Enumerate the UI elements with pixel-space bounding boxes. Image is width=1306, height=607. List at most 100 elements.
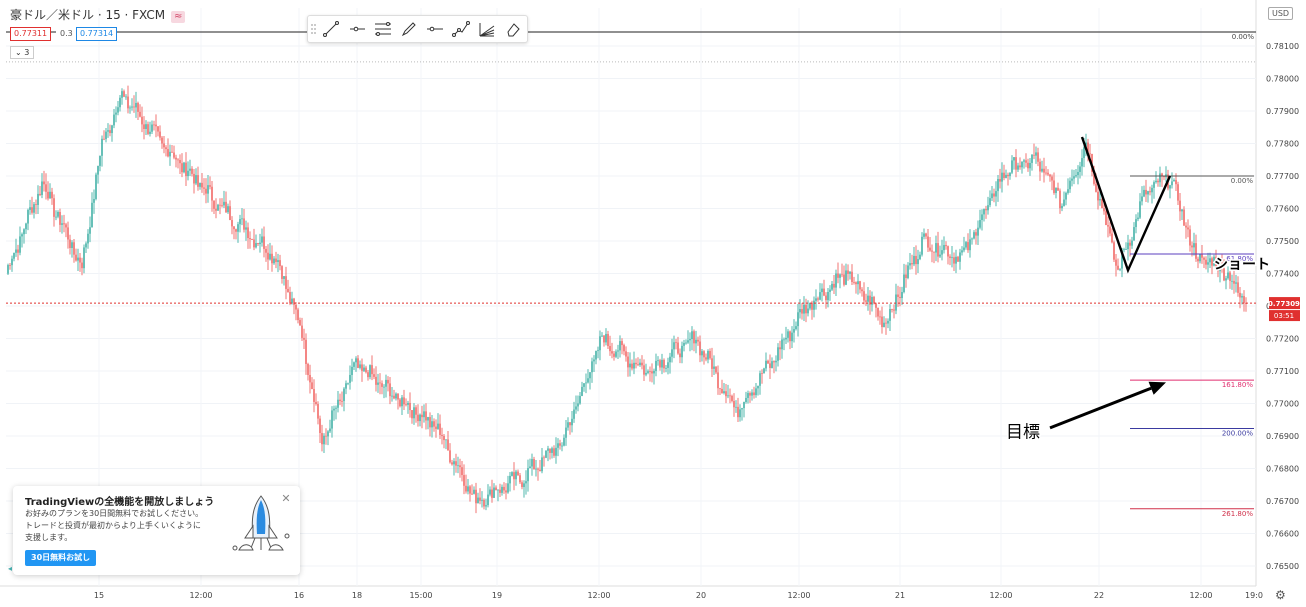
candle — [697, 336, 699, 346]
candle — [871, 291, 873, 312]
candle — [171, 144, 173, 153]
candle — [539, 459, 541, 472]
candle — [691, 326, 693, 351]
candle — [835, 269, 837, 296]
time-tick-label: 22 — [1094, 591, 1104, 600]
start-trial-button[interactable]: 30日無料お試し — [25, 550, 97, 566]
candle — [15, 238, 17, 257]
candle — [855, 281, 857, 294]
candle — [67, 221, 69, 249]
candle — [569, 422, 571, 435]
candle — [669, 352, 671, 374]
candle — [483, 498, 485, 510]
candle — [559, 439, 561, 450]
candle — [739, 404, 741, 422]
candle — [251, 238, 253, 240]
candle — [1245, 297, 1247, 312]
candle — [297, 307, 299, 324]
candle — [687, 330, 689, 344]
candle — [527, 459, 529, 492]
wave-icon[interactable]: ≈ — [171, 11, 186, 23]
candle — [1027, 158, 1029, 172]
candle — [973, 230, 975, 240]
indicator-collapse-button[interactable]: ⌄ 3 — [10, 46, 35, 59]
candle — [347, 382, 349, 386]
candle — [1061, 203, 1063, 212]
candle — [1025, 153, 1027, 168]
candle — [773, 360, 775, 374]
candle — [57, 210, 59, 219]
candle — [1185, 222, 1187, 239]
scroll-corner-icon[interactable]: ◂ — [8, 564, 13, 573]
candle — [903, 263, 905, 294]
candle — [1217, 257, 1219, 278]
candle — [439, 414, 441, 439]
bid-price[interactable]: 0.77311 — [10, 27, 52, 41]
candle — [259, 233, 261, 253]
zigzag-drawing[interactable] — [1080, 136, 1172, 274]
candle — [543, 455, 545, 467]
candle — [617, 344, 619, 360]
price-tick-label: 0.77400 — [1266, 270, 1299, 279]
candle — [85, 241, 87, 253]
candle — [1135, 214, 1137, 234]
horizontal-ray-icon[interactable] — [344, 16, 370, 42]
candle — [981, 209, 983, 231]
candle — [277, 253, 279, 273]
trend-line-icon[interactable] — [318, 16, 344, 42]
candle — [161, 135, 163, 149]
horizontal-line-icon[interactable] — [422, 16, 448, 42]
candle — [1103, 202, 1105, 215]
symbol-header[interactable]: 豪ドル／米ドル · 15 · FXCM ≈ — [10, 6, 186, 23]
candle — [1159, 166, 1161, 187]
candle — [649, 366, 651, 382]
candle — [551, 446, 553, 459]
candle — [185, 152, 187, 186]
candle — [111, 124, 113, 142]
candle — [1013, 157, 1015, 170]
close-icon[interactable]: ✕ — [281, 492, 291, 505]
candle — [1169, 184, 1171, 199]
candle — [1099, 190, 1101, 206]
candle — [175, 154, 177, 168]
price-tick-label: 0.76700 — [1266, 497, 1299, 506]
candle — [159, 125, 161, 141]
target-arrow-line[interactable] — [1049, 386, 1152, 430]
candle — [293, 297, 295, 315]
candle — [425, 403, 427, 430]
candle — [1165, 166, 1167, 182]
fib-level-label: 61.80% — [1226, 255, 1253, 263]
candle — [81, 257, 83, 276]
candle — [11, 255, 13, 272]
candle — [987, 196, 989, 215]
candle — [471, 484, 473, 496]
candle — [155, 114, 157, 138]
candle — [1209, 252, 1211, 269]
candle — [709, 348, 711, 360]
path-icon[interactable] — [448, 16, 474, 42]
candle — [563, 434, 565, 447]
candle — [977, 220, 979, 245]
target-label[interactable]: 目標 — [1005, 421, 1042, 444]
candle — [361, 358, 363, 382]
eraser-icon[interactable] — [500, 16, 526, 42]
candle — [517, 469, 519, 476]
short-label[interactable]: ショート — [1213, 255, 1272, 274]
candle — [37, 185, 39, 215]
pen-icon[interactable] — [396, 16, 422, 42]
fib-fan-icon[interactable] — [474, 16, 500, 42]
candle — [723, 382, 725, 395]
candle — [351, 358, 353, 382]
gear-icon[interactable]: ⚙ — [1275, 588, 1286, 602]
candle — [211, 180, 213, 212]
fib-retracement-icon[interactable] — [370, 16, 396, 42]
candle — [675, 338, 677, 350]
candle — [839, 273, 841, 289]
currency-badge[interactable]: USD — [1268, 7, 1294, 20]
ask-price[interactable]: 0.77314 — [76, 27, 118, 41]
candle — [429, 412, 431, 437]
candle — [63, 214, 65, 233]
candle — [457, 456, 459, 474]
toolbar-grip-icon[interactable] — [308, 16, 318, 42]
